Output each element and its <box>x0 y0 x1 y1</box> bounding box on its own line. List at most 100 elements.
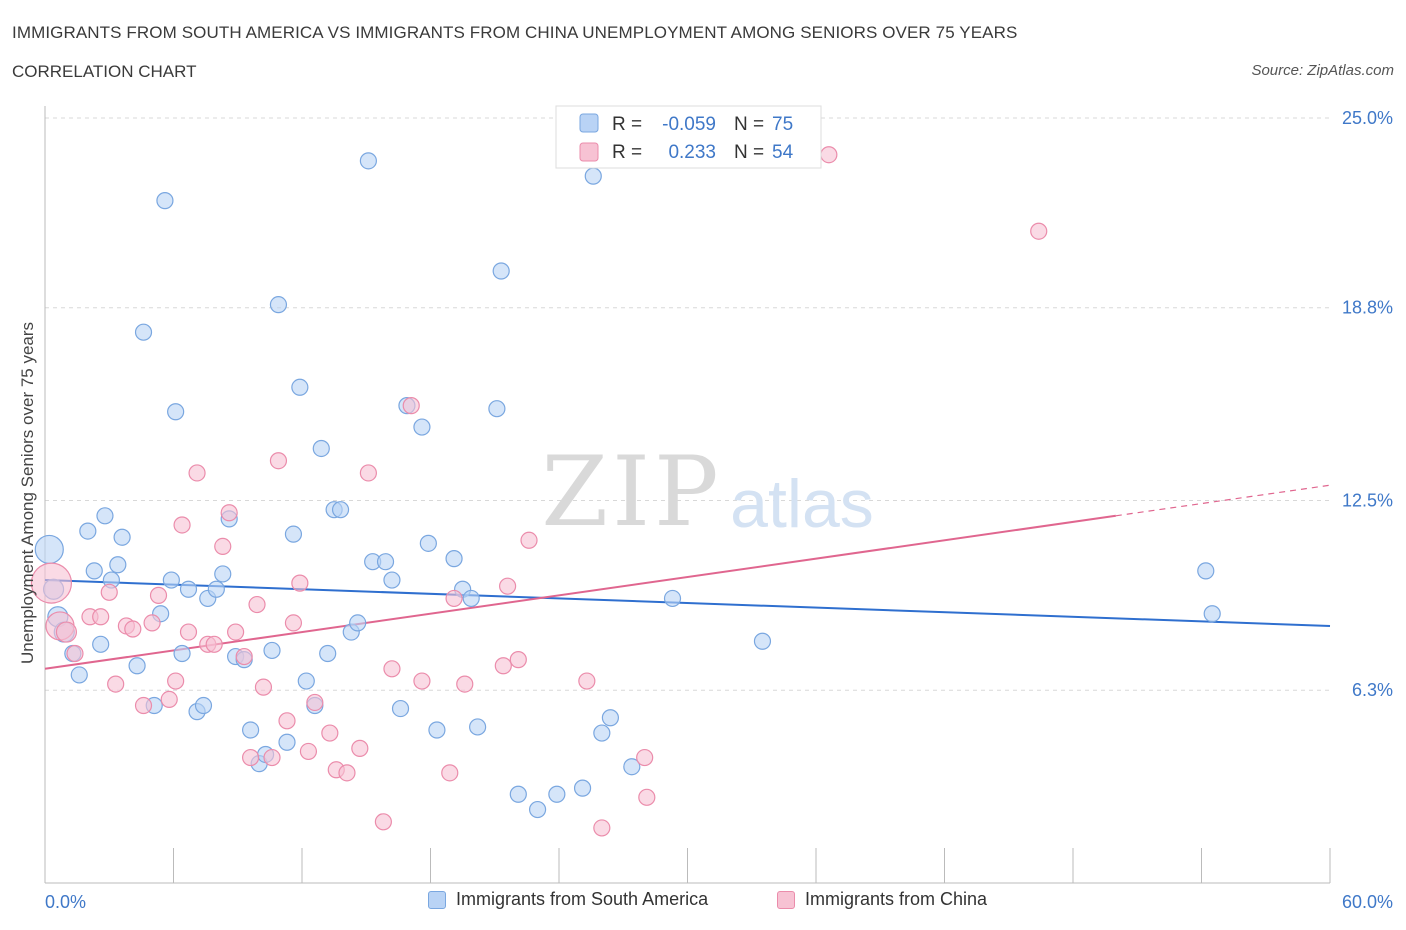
point-south-america <box>179 580 198 598</box>
legend-n-value-2: 54 <box>772 142 794 163</box>
point-china <box>149 586 168 604</box>
point-south-america <box>162 571 180 589</box>
point-south-america <box>85 562 103 580</box>
point-china <box>284 614 303 632</box>
point-south-america <box>331 501 350 519</box>
point-south-america <box>263 641 281 660</box>
chart-subtitle: CORRELATION CHART <box>12 62 197 81</box>
point-south-america <box>419 534 437 552</box>
trend-line-china-extension <box>1115 484 1331 517</box>
point-south-america <box>79 522 97 540</box>
point-china <box>383 660 401 678</box>
point-china <box>445 589 463 608</box>
point-china <box>509 651 527 669</box>
source-label: Source: ZipAtlas.com <box>1251 62 1394 79</box>
point-china <box>278 712 296 730</box>
point-china <box>248 595 266 614</box>
point-south-america <box>428 721 446 739</box>
point-south-america <box>469 718 487 736</box>
point-china <box>820 146 838 164</box>
trend-line-china <box>44 514 1116 670</box>
point-south-america <box>376 553 395 571</box>
point-south-america <box>349 614 367 632</box>
point-china <box>263 748 281 767</box>
point-china <box>205 635 223 653</box>
legend-n-value-1: 75 <box>772 114 793 135</box>
point-south-america <box>156 192 174 210</box>
point-south-america <box>167 403 185 421</box>
y-tick-label: 18.8% <box>1342 298 1393 318</box>
point-south-america <box>593 724 611 742</box>
point-south-america <box>34 534 64 565</box>
point-china <box>638 788 656 806</box>
point-south-america <box>391 699 410 718</box>
point-china <box>413 672 431 690</box>
point-south-america <box>278 733 296 751</box>
point-china <box>242 748 260 767</box>
point-south-america <box>291 378 309 396</box>
legend-swatch-south-america <box>579 113 599 133</box>
point-south-america <box>548 785 566 803</box>
y-axis-label: Unemployment Among Seniors over 75 years <box>18 322 37 664</box>
point-china <box>291 574 309 592</box>
legend-swatch-south-america-bottom <box>428 890 446 909</box>
point-china <box>167 672 185 690</box>
legend-item-south-america[interactable]: Immigrants from South America <box>428 889 708 910</box>
point-china <box>66 644 84 663</box>
point-south-america <box>462 589 480 608</box>
point-south-america <box>173 644 191 663</box>
point-south-america <box>242 721 260 739</box>
point-south-america <box>312 439 330 458</box>
point-south-america <box>528 800 547 819</box>
point-south-america <box>134 323 153 341</box>
point-china <box>235 647 253 666</box>
point-south-america <box>96 507 114 525</box>
legend-swatch-china-bottom <box>777 890 795 909</box>
data-points <box>30 146 1221 837</box>
y-tick-label: 12.5% <box>1342 491 1393 511</box>
trend-lines <box>44 484 1331 670</box>
point-china <box>269 452 288 470</box>
point-china <box>227 623 245 641</box>
point-china <box>100 583 118 601</box>
point-china <box>359 464 377 482</box>
point-china <box>351 739 369 757</box>
point-china <box>124 620 142 638</box>
point-south-america <box>92 635 110 653</box>
point-south-america <box>113 528 131 546</box>
point-south-america <box>269 296 288 314</box>
point-china <box>636 748 654 767</box>
point-china <box>134 696 153 715</box>
y-tick-label: 6.3% <box>1352 680 1393 700</box>
point-south-america <box>1197 562 1215 580</box>
point-china <box>299 742 318 761</box>
legend-r-value-2: 0.233 <box>668 142 716 163</box>
point-south-america <box>1203 605 1221 623</box>
point-china <box>30 562 73 604</box>
point-south-america <box>663 589 682 608</box>
point-china <box>1030 222 1048 240</box>
legend-bottom: Immigrants from South America Immigrants… <box>0 889 1406 915</box>
point-south-america <box>413 418 431 436</box>
point-china <box>374 813 392 831</box>
point-china <box>214 537 232 556</box>
point-china <box>173 516 191 534</box>
point-china <box>578 672 596 690</box>
legend-top-box <box>555 105 822 169</box>
point-south-america <box>492 262 510 280</box>
point-south-america <box>194 696 213 715</box>
y-tick-label: 25.0% <box>1342 108 1393 128</box>
point-china <box>160 690 178 709</box>
point-south-america <box>445 550 463 568</box>
point-china <box>456 675 474 693</box>
point-south-america <box>509 785 527 803</box>
point-south-america <box>359 152 377 170</box>
point-south-america <box>623 758 641 776</box>
legend-top: R = -0.059 N = 75 R = 0.233 N = 54 <box>555 105 822 169</box>
watermark: ZIP atlas <box>541 436 873 548</box>
point-china <box>520 531 538 549</box>
legend-item-china[interactable]: Immigrants from China <box>777 889 987 910</box>
legend-label-china: Immigrants from China <box>805 889 988 909</box>
point-china <box>593 819 611 837</box>
point-china <box>92 608 110 626</box>
